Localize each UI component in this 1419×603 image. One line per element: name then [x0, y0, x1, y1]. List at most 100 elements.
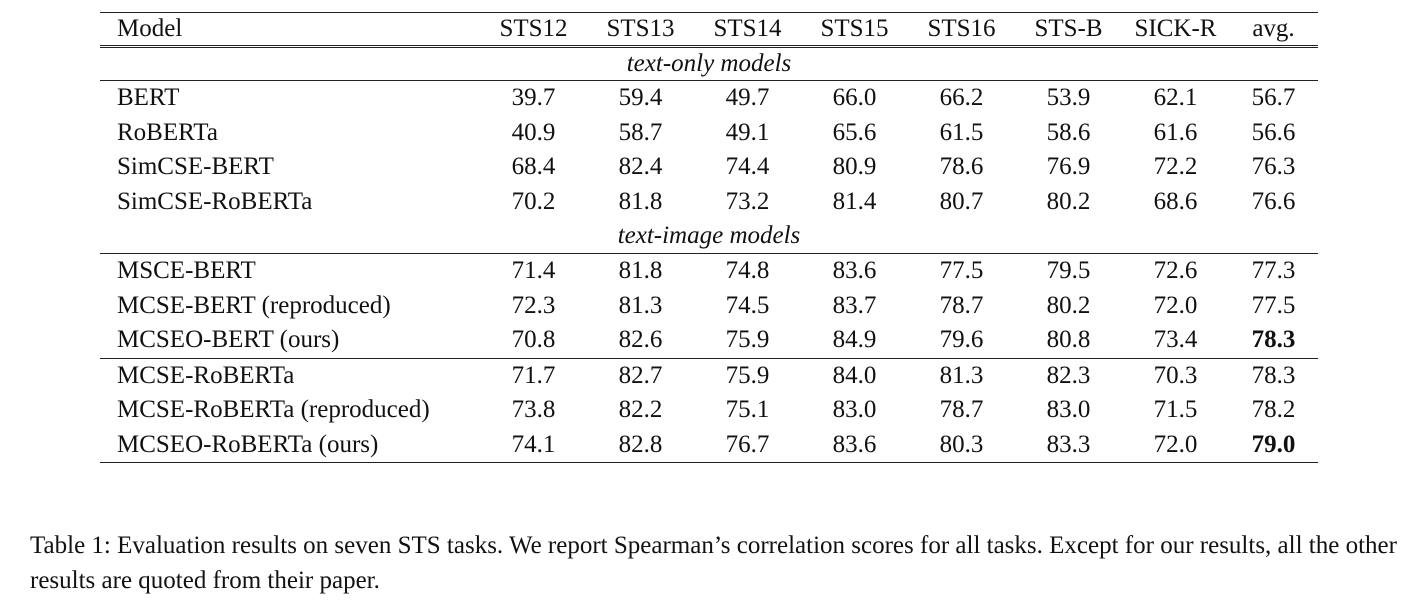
- model-name-cell: MSCE-BERT: [117, 257, 256, 285]
- sts13-score-cell: 81.8: [618, 257, 663, 285]
- sts12-score-cell: 72.3: [511, 291, 556, 319]
- sts-b-score-cell: 83.3: [1015, 427, 1122, 463]
- table-row: MCSE-RoBERTa (reproduced) 73.8 82.2 75.1 83.…: [100, 393, 1318, 428]
- sick-r-score-cell: 72.0: [1153, 291, 1198, 319]
- column-header-sts15: STS15: [801, 12, 908, 47]
- model-name-cell: MCSEO-BERT (ours): [117, 326, 340, 354]
- sts16-score-cell: 78.7: [939, 396, 984, 424]
- sts-b-score-cell: 79.5: [1046, 257, 1091, 285]
- table-row: MCSE-BERT (reproduced) 72.3 81.3 74.5 83.7 78…: [100, 288, 1318, 323]
- group-label: text-only models: [100, 45, 1318, 81]
- sts12-score-cell: 70.2: [511, 188, 556, 216]
- table-body: text-only models BERT 39.7 59.4 49.7 66.0 66.2…: [100, 45, 1318, 463]
- sts-b-score-cell: 80.2: [1046, 291, 1091, 319]
- avg-score-cell: 79.0: [1229, 427, 1318, 463]
- sts-b-score-cell: 53.9: [1046, 84, 1091, 112]
- sts14-score-cell: 49.7: [725, 84, 770, 112]
- sts15-score-cell: 83.6: [832, 257, 877, 285]
- column-header-avg: avg.: [1229, 12, 1318, 47]
- sick-r-score-cell: 62.1: [1153, 84, 1198, 112]
- sts16-score-cell: 78.7: [939, 291, 984, 319]
- table-row: MCSE-RoBERTa 71.7 82.7 75.9 84.0 81.3 82.3 70.3…: [100, 357, 1318, 393]
- sts12-score-cell: 71.4: [511, 257, 556, 285]
- sts12-score-cell: 71.7: [480, 357, 587, 393]
- avg-score-cell: 78.3: [1251, 326, 1296, 354]
- avg-score-cell: 56.6: [1251, 118, 1296, 146]
- sts16-score-cell: 79.6: [939, 326, 984, 354]
- sts16-score-cell: 81.3: [908, 357, 1015, 393]
- sts16-score-cell: 77.5: [939, 257, 984, 285]
- column-header-model: Model: [100, 12, 480, 47]
- sts13-score-cell: 81.3: [618, 291, 663, 319]
- avg-score-cell: 76.6: [1251, 188, 1296, 216]
- sts14-score-cell: 75.9: [725, 326, 770, 354]
- results-table: Model STS12 STS13 STS14 STS15 STS16 STS-…: [100, 12, 1318, 463]
- sts13-score-cell: 82.4: [618, 153, 663, 181]
- sts15-score-cell: 83.6: [801, 427, 908, 463]
- sts13-score-cell: 58.7: [618, 118, 663, 146]
- sts14-score-cell: 76.7: [694, 427, 801, 463]
- sts16-score-cell: 80.7: [939, 188, 984, 216]
- model-name-cell: MCSE-BERT (reproduced): [117, 291, 391, 319]
- sts-b-score-cell: 80.2: [1046, 188, 1091, 216]
- column-header-sts14: STS14: [694, 12, 801, 47]
- table-row: SimCSE-BERT 68.4 82.4 74.4 80.9 78.6 76.9 72.2 7…: [100, 150, 1318, 185]
- group-label: text-image models: [100, 219, 1318, 255]
- sick-r-score-cell: 72.2: [1153, 153, 1198, 181]
- sick-r-score-cell: 72.6: [1153, 257, 1198, 285]
- sts-b-score-cell: 76.9: [1046, 153, 1091, 181]
- sick-r-score-cell: 71.5: [1153, 396, 1198, 424]
- model-name-cell: MCSEO-RoBERTa (ours): [100, 427, 480, 463]
- avg-score-cell: 77.5: [1251, 291, 1296, 319]
- sts13-score-cell: 82.6: [618, 326, 663, 354]
- sts16-score-cell: 80.3: [908, 427, 1015, 463]
- table-row: BERT 39.7 59.4 49.7 66.0 66.2 53.9 62.1 56.7: [100, 81, 1318, 116]
- sick-r-score-cell: 72.0: [1122, 427, 1229, 463]
- table-row: SimCSE-RoBERTa 70.2 81.8 73.2 81.4 80.7 80.2 68…: [100, 185, 1318, 220]
- sts13-score-cell: 82.8: [587, 427, 694, 463]
- sts-b-score-cell: 83.0: [1046, 396, 1091, 424]
- sts14-score-cell: 49.1: [725, 118, 770, 146]
- sts13-score-cell: 82.7: [587, 357, 694, 393]
- sts14-score-cell: 75.1: [725, 396, 770, 424]
- avg-score-cell: 76.3: [1251, 153, 1296, 181]
- column-header-sts-b: STS-B: [1015, 12, 1122, 47]
- sts15-score-cell: 66.0: [832, 84, 877, 112]
- sts15-score-cell: 83.0: [832, 396, 877, 424]
- avg-score-cell: 78.2: [1251, 396, 1296, 424]
- avg-score-cell: 56.7: [1251, 84, 1296, 112]
- sts-b-score-cell: 82.3: [1015, 357, 1122, 393]
- model-name-cell: RoBERTa: [117, 118, 218, 146]
- sts15-score-cell: 65.6: [832, 118, 877, 146]
- sts15-score-cell: 84.0: [801, 357, 908, 393]
- sts14-score-cell: 74.8: [725, 257, 770, 285]
- column-header-sts13: STS13: [587, 12, 694, 47]
- sts16-score-cell: 61.5: [939, 118, 984, 146]
- sick-r-score-cell: 61.6: [1153, 118, 1198, 146]
- column-header-sts16: STS16: [908, 12, 1015, 47]
- model-name-cell: MCSE-RoBERTa (reproduced): [117, 396, 430, 424]
- group-header-row: text-image models: [100, 219, 1318, 255]
- avg-score-cell: 77.3: [1251, 257, 1296, 285]
- table-header-row: Model STS12 STS13 STS14 STS15 STS16 STS-…: [100, 12, 1318, 47]
- sts15-score-cell: 81.4: [832, 188, 877, 216]
- sts12-score-cell: 40.9: [511, 118, 556, 146]
- sts13-score-cell: 82.2: [618, 396, 663, 424]
- sts14-score-cell: 74.4: [725, 153, 770, 181]
- table-row: MCSEO-RoBERTa (ours) 74.1 82.8 76.7 83.6 80.3…: [100, 427, 1318, 463]
- model-name-cell: SimCSE-BERT: [117, 153, 274, 181]
- sts14-score-cell: 75.9: [694, 357, 801, 393]
- sts14-score-cell: 74.5: [725, 291, 770, 319]
- model-name-cell: BERT: [117, 84, 180, 112]
- sts12-score-cell: 73.8: [511, 396, 556, 424]
- results-table-container: Model STS12 STS13 STS14 STS15 STS16 STS-…: [100, 12, 1318, 463]
- sts12-score-cell: 74.1: [480, 427, 587, 463]
- sick-r-score-cell: 73.4: [1153, 326, 1198, 354]
- sts15-score-cell: 83.7: [832, 291, 877, 319]
- column-header-sts12: STS12: [480, 12, 587, 47]
- table-row: RoBERTa 40.9 58.7 49.1 65.6 61.5 58.6 61.6 56.6: [100, 115, 1318, 150]
- table-row: MCSEO-BERT (ours) 70.8 82.6 75.9 84.9 79.6 80.…: [100, 323, 1318, 358]
- sts12-score-cell: 70.8: [511, 326, 556, 354]
- sts12-score-cell: 39.7: [511, 84, 556, 112]
- group-header-row: text-only models: [100, 45, 1318, 81]
